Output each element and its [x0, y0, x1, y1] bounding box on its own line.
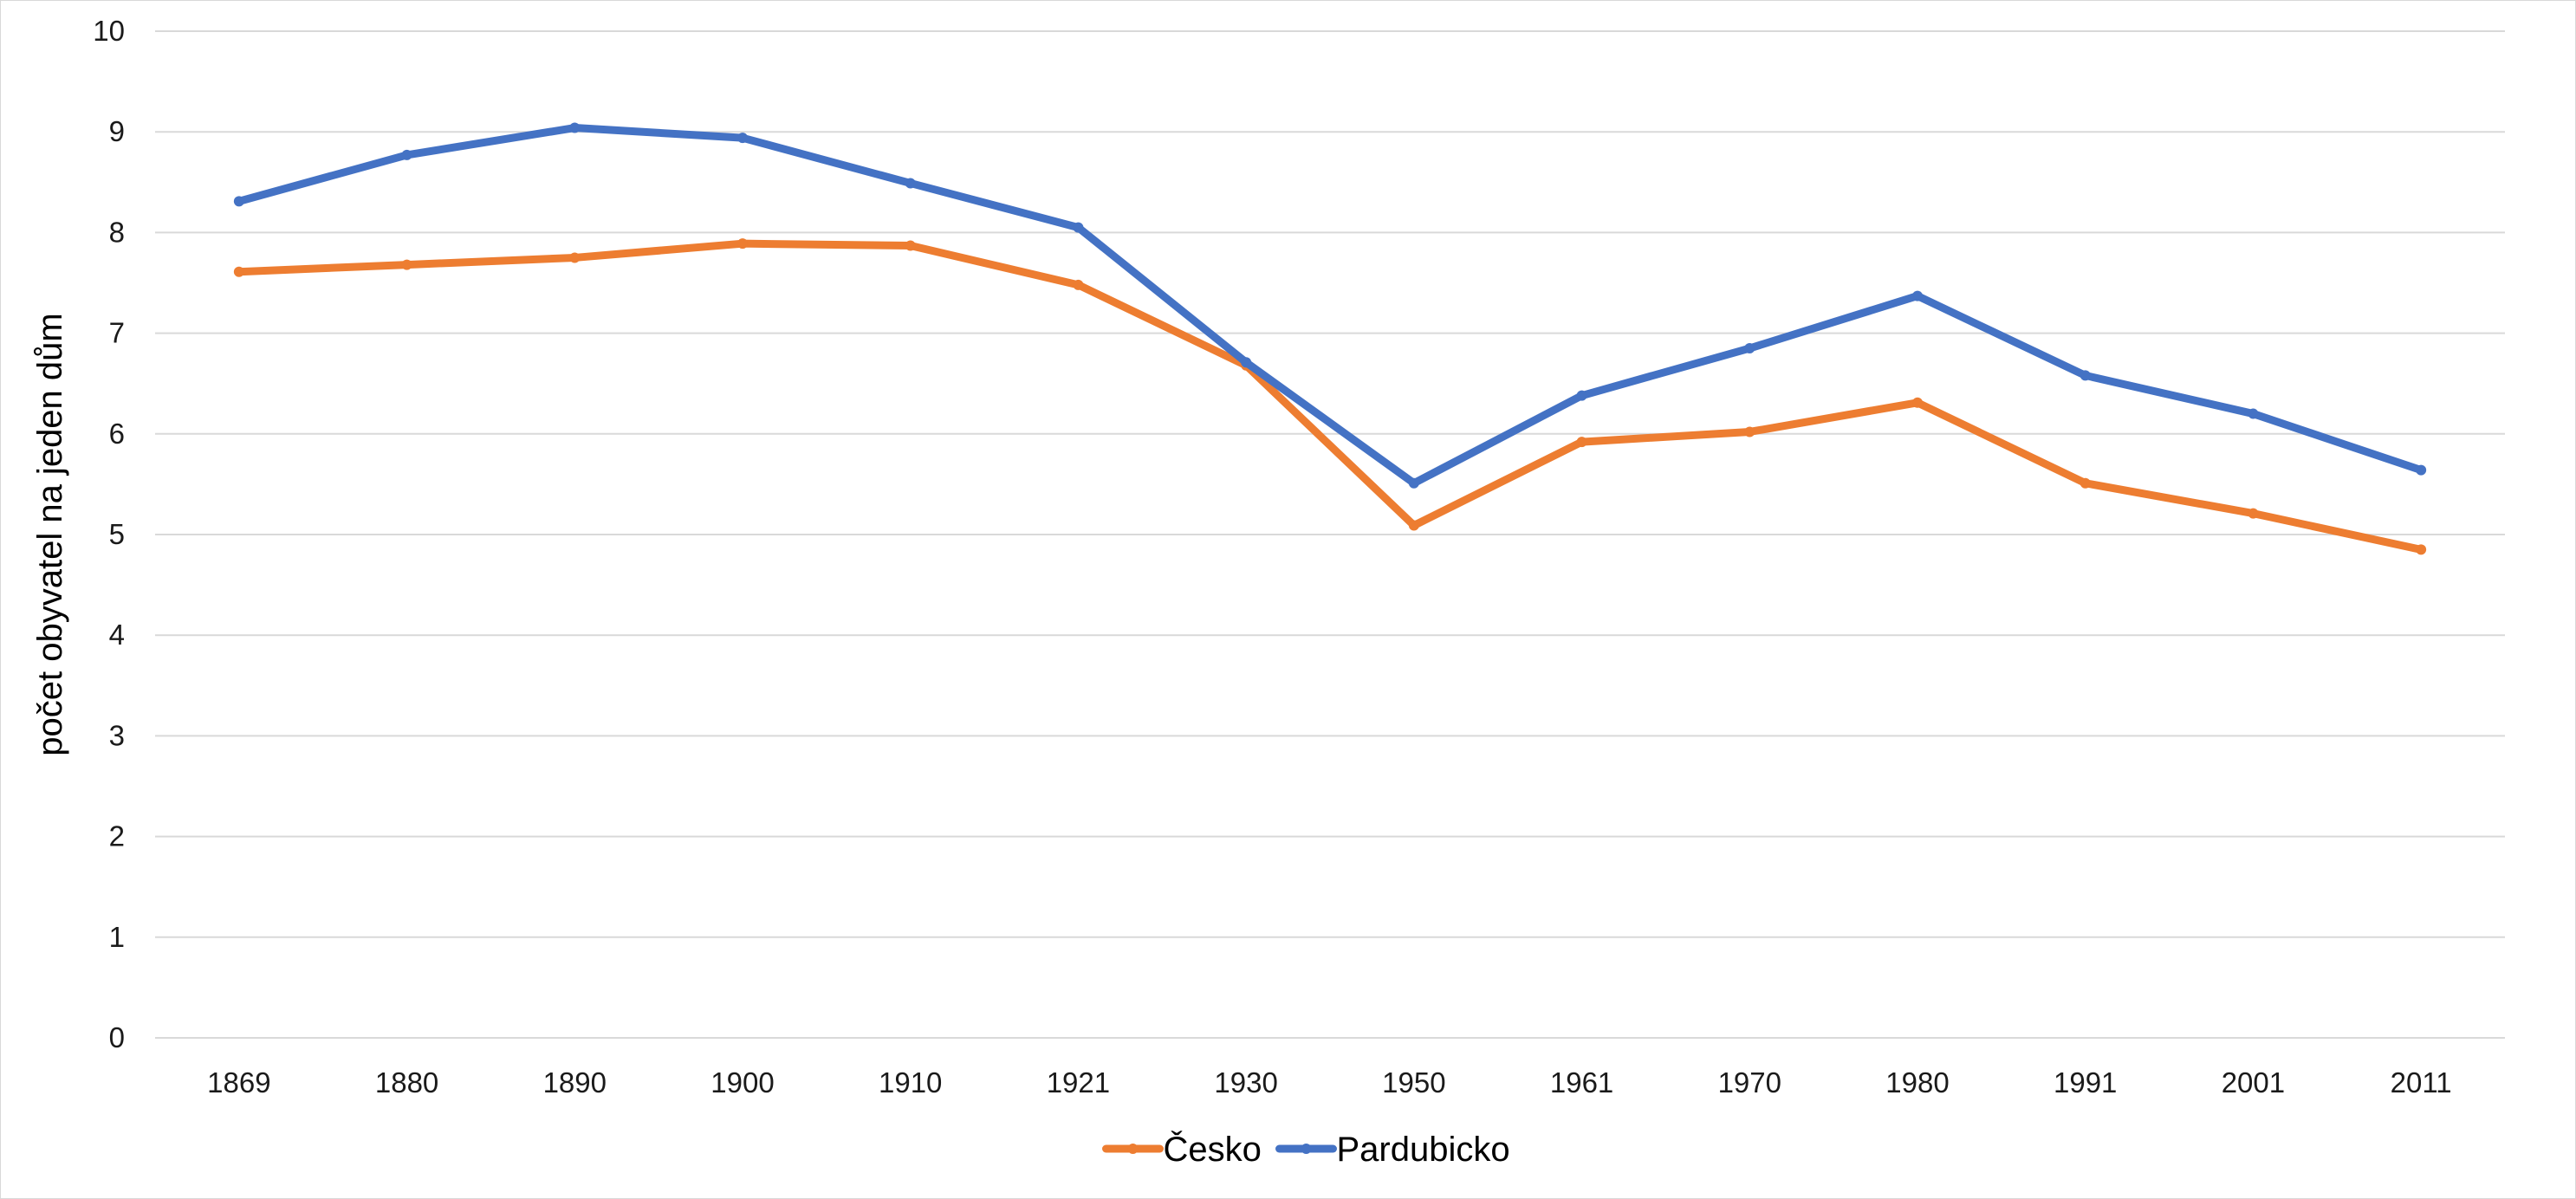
- data-point: [569, 122, 581, 133]
- data-point: [1408, 520, 1419, 531]
- series-1: [233, 122, 2427, 489]
- data-point: [737, 133, 748, 144]
- x-tick-label: 1869: [207, 1066, 270, 1099]
- y-tick-label: 4: [109, 619, 125, 651]
- x-tick-label: 1930: [1214, 1066, 1277, 1099]
- data-point: [1073, 222, 1084, 233]
- data-point: [1912, 397, 1923, 408]
- legend-label: Pardubicko: [1337, 1131, 1510, 1169]
- y-tick-label: 9: [109, 115, 125, 147]
- x-tick-label: 1890: [543, 1066, 607, 1099]
- legend-marker: [1127, 1144, 1139, 1154]
- y-tick-label: 6: [109, 418, 125, 450]
- data-point: [401, 149, 412, 160]
- x-tick-label: 2001: [2222, 1066, 2285, 1099]
- legend-item: Česko: [1102, 1130, 1262, 1169]
- data-point: [2416, 464, 2427, 476]
- data-point: [2248, 408, 2259, 419]
- data-point: [1073, 279, 1084, 290]
- series-lines: [233, 122, 2427, 555]
- x-tick-label: 1961: [1550, 1066, 1613, 1099]
- data-point: [2080, 477, 2091, 489]
- data-point: [569, 252, 581, 263]
- data-point: [1576, 390, 1587, 401]
- data-point: [737, 238, 748, 250]
- series-line: [235, 239, 2425, 554]
- y-tick-label: 10: [93, 15, 125, 47]
- y-axis-title: počet obyvatel na jeden dům: [31, 313, 69, 755]
- y-tick-label: 3: [109, 719, 125, 751]
- x-tick-label: 1970: [1718, 1066, 1781, 1099]
- data-point: [2248, 508, 2259, 519]
- y-tick-label: 5: [109, 518, 125, 550]
- x-tick-label: 1910: [879, 1066, 942, 1099]
- series-line: [235, 124, 2425, 488]
- x-tick-label: 1921: [1047, 1066, 1110, 1099]
- y-tick-label: 8: [109, 216, 125, 248]
- x-tick-label: 1950: [1382, 1066, 1445, 1099]
- x-tick-label: 1991: [2054, 1066, 2117, 1099]
- legend-item: Pardubicko: [1275, 1131, 1510, 1169]
- x-tick-label: 2011: [2391, 1066, 2452, 1099]
- gridlines: [155, 30, 2505, 1039]
- data-point: [1241, 357, 1252, 368]
- x-tick-label: 1980: [1885, 1066, 1949, 1099]
- legend-label: Česko: [1164, 1130, 1262, 1169]
- y-tick-label: 7: [109, 317, 125, 349]
- data-point: [2080, 370, 2091, 381]
- series-0: [233, 238, 2427, 555]
- data-point: [1744, 343, 1755, 354]
- data-point: [905, 178, 916, 189]
- data-point: [905, 240, 916, 251]
- legend: Česko Pardubicko: [1102, 1130, 1510, 1169]
- data-point: [401, 259, 412, 270]
- data-point: [1408, 477, 1419, 489]
- y-tick-label: 0: [109, 1021, 125, 1053]
- legend-marker: [1301, 1144, 1312, 1154]
- data-point: [1744, 426, 1755, 437]
- data-point: [2416, 544, 2427, 555]
- x-axis-tick-labels: 1869 1880 1890 1900 1910 1921 1930 1950 1961 1970…: [207, 1066, 2451, 1099]
- y-tick-label: 2: [109, 820, 125, 852]
- data-point: [233, 196, 244, 207]
- data-point: [1576, 437, 1587, 448]
- data-point: [1912, 290, 1923, 301]
- y-tick-label: 1: [109, 921, 125, 953]
- y-axis-tick-labels: 0 1 2 3 4 5 6 7 8 9 10: [93, 15, 125, 1053]
- x-tick-label: 1880: [375, 1066, 438, 1099]
- x-tick-label: 1900: [711, 1066, 774, 1099]
- data-point: [233, 266, 244, 277]
